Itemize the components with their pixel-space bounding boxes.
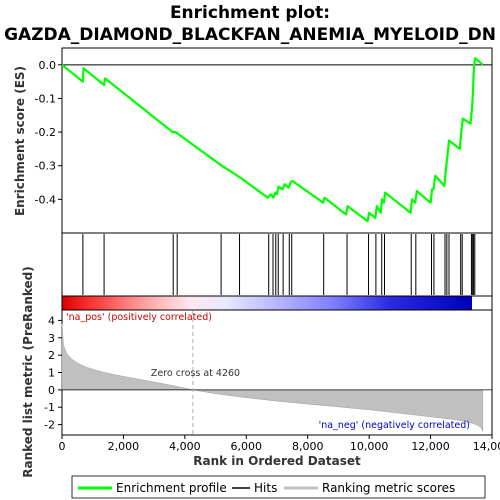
es-y-axis-label: Enrichment score (ES) [13, 66, 27, 216]
legend-label-ranking-metric: Ranking metric scores [322, 481, 455, 495]
legend-label-hits: Hits [254, 481, 277, 495]
es-y-tick-label: -0.2 [35, 126, 56, 139]
es-plot-frame [61, 47, 493, 234]
zero-cross-label: Zero cross at 4260 [151, 368, 240, 379]
metric-x-tick-label: 14,000 [473, 440, 500, 453]
hits-panel [61, 232, 493, 297]
rank-color-bar [62, 296, 472, 310]
title-line-1: Enrichment plot: [170, 3, 330, 23]
metric-y-tick-label: -2 [44, 419, 55, 432]
metric-y-tick-label: 3 [48, 332, 55, 345]
metric-x-tick-label: 4,000 [169, 440, 201, 453]
enrichment-profile-line [61, 56, 484, 223]
es-y-axis: 0.0 -0.1 -0.2 -0.3 -0.4 [35, 59, 62, 206]
metric-x-axis: 0 2,000 4,000 6,000 8,000 10,000 12,000 14,000 [59, 435, 500, 453]
metric-y-tick-label: 2 [48, 349, 55, 362]
metric-x-tick-label: 0 [59, 440, 66, 453]
metric-x-tick-label: 12,000 [411, 440, 450, 453]
legend: Enrichment profile Hits Ranking metric s… [71, 475, 486, 499]
metric-y-tick-label: 4 [48, 314, 55, 327]
metric-panel: Zero cross at 4260 'na_pos' (positively … [21, 266, 500, 478]
es-y-tick-label: -0.1 [35, 92, 56, 105]
negative-correlation-label: 'na_neg' (negatively correlated) [319, 420, 470, 431]
title-line-2: GAZDA_DIAMOND_BLACKFAN_ANEMIA_MYELOID_DN [4, 25, 496, 45]
es-panel: 0.0 -0.1 -0.2 -0.3 -0.4 Enrichment score (ES… [13, 47, 493, 234]
legend-label-enrichment-profile: Enrichment profile [116, 481, 227, 495]
metric-y-tick-label: 0 [48, 384, 55, 397]
metric-x-tick-label: 10,000 [350, 440, 389, 453]
metric-y-axis-label: Ranked list metric (PreRanked) [21, 266, 35, 478]
es-y-tick-label: 0.0 [39, 59, 57, 72]
metric-y-tick-label: -1 [44, 401, 55, 414]
metric-x-tick-label: 8,000 [292, 440, 324, 453]
hit-markers [82, 234, 476, 295]
metric-x-axis-label: Rank in Ordered Dataset [193, 454, 361, 468]
es-y-tick-label: -0.4 [35, 193, 56, 206]
metric-y-tick-label: 1 [48, 367, 55, 380]
positive-correlation-label: 'na_pos' (positively correlated) [66, 312, 212, 323]
ranking-metric-area [61, 323, 484, 432]
metric-y-axis: 4 3 2 1 0 -1 -2 [44, 314, 62, 432]
hits-plot-frame [61, 232, 493, 297]
metric-x-tick-label: 2,000 [108, 440, 140, 453]
es-y-tick-label: -0.3 [35, 160, 56, 173]
metric-x-tick-label: 6,000 [231, 440, 263, 453]
legend-frame [71, 475, 486, 499]
